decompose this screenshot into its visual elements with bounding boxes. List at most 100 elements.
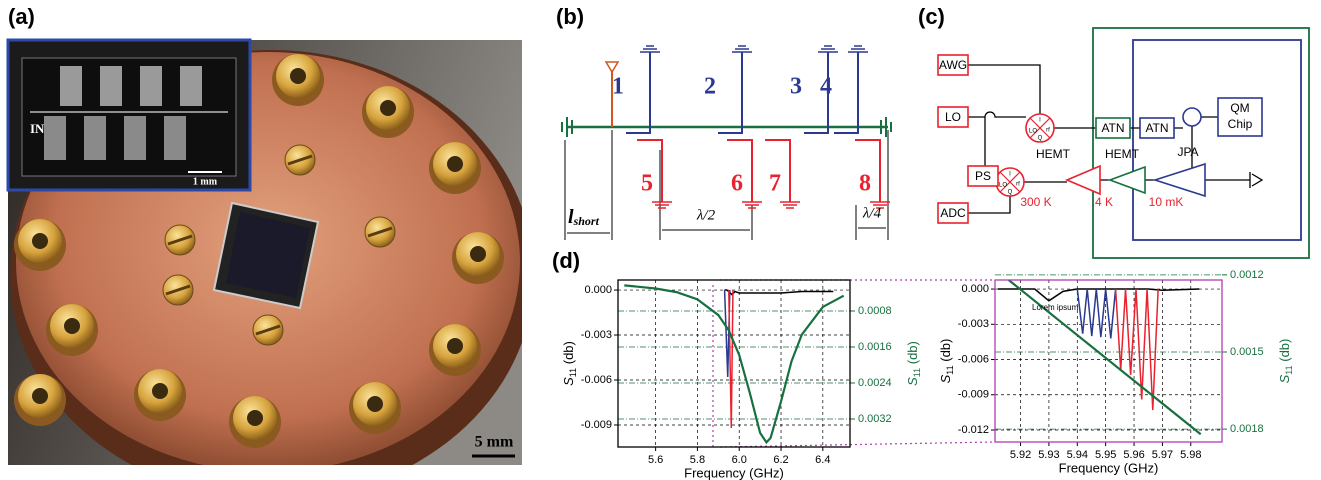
mixer-port: Q — [1038, 136, 1043, 142]
connector-pin — [247, 410, 263, 426]
panel-label: (d) — [552, 248, 580, 273]
axis-symbol: S — [1277, 374, 1292, 383]
resonator-label: 4 — [820, 74, 832, 100]
resonator — [100, 66, 122, 106]
resonator-label: 8 — [859, 171, 871, 197]
resonator — [44, 116, 66, 160]
connector-pin — [64, 318, 80, 334]
temperature: 10 mK — [1149, 195, 1184, 209]
y-tick-label: -0.009 — [958, 389, 989, 401]
axis-symbol: S — [905, 377, 920, 386]
x-axis-label: Frequency (GHz) — [1059, 460, 1159, 475]
y-tick-label: -0.012 — [958, 424, 989, 436]
length-label: lshort — [568, 206, 600, 228]
x-tick-label: 5.97 — [1152, 449, 1173, 461]
connector-pin — [290, 68, 306, 84]
y2-tick-label: 0.0018 — [1230, 423, 1264, 435]
connector-pin — [152, 383, 168, 399]
length-subscript: short — [573, 214, 600, 228]
y2-tick-label: 0.0015 — [1230, 346, 1264, 358]
y-tick-label: -0.009 — [581, 419, 612, 431]
x-tick-label: 5.94 — [1067, 449, 1088, 461]
resonator-label: 6 — [731, 171, 743, 197]
plot-frame — [618, 280, 850, 447]
axis-label: S11 (db) — [905, 341, 922, 386]
axis-label: S11 (db) — [1277, 339, 1294, 384]
x-axis-label: Frequency (GHz) — [684, 465, 784, 480]
x-tick-label: 5.93 — [1038, 449, 1059, 461]
resonator — [718, 52, 742, 133]
y2-tick-label: 0.0016 — [858, 341, 892, 353]
y-tick-label: 0.000 — [961, 283, 989, 295]
x-tick-label: 6.2 — [773, 454, 788, 466]
resonator-label: 1 — [612, 74, 624, 100]
connector-pin — [367, 396, 383, 412]
axis-subscript: 11 — [1284, 365, 1294, 374]
scale-label: 5 mm — [475, 434, 514, 451]
y-tick-label: -0.006 — [581, 374, 612, 386]
axis-unit: (db) — [561, 341, 576, 368]
resonator — [140, 66, 162, 106]
resonator — [834, 52, 858, 133]
series-line — [1116, 289, 1159, 410]
resonator-label: 3 — [790, 74, 802, 100]
resonator — [164, 116, 186, 160]
temperature: 4 K — [1095, 195, 1113, 209]
resonator-label: 7 — [769, 171, 781, 197]
y-tick-label: -0.003 — [581, 329, 612, 341]
resonator — [124, 116, 146, 160]
resonator-label: 2 — [704, 74, 716, 100]
inset-label: IN — [30, 121, 45, 136]
inset-chip — [22, 58, 236, 176]
connector-pin — [470, 246, 486, 262]
y2-tick-label: 0.0008 — [858, 305, 892, 317]
axis-unit: (db) — [1277, 339, 1292, 366]
block-diagram — [938, 28, 1309, 258]
block-label: QM — [1230, 101, 1249, 115]
series-line — [725, 290, 834, 295]
axis-subscript: 11 — [568, 368, 578, 377]
axis-symbol: S — [561, 377, 576, 386]
x-tick-label: 6.0 — [732, 454, 747, 466]
x-tick-label: 6.4 — [815, 454, 830, 466]
panel-label: (c) — [918, 4, 945, 29]
resonator — [626, 52, 650, 133]
x-tick-label: 5.92 — [1010, 449, 1031, 461]
connector-pin — [32, 388, 48, 404]
mixer-port: rf — [1016, 182, 1020, 188]
connector-pin — [447, 338, 463, 354]
y-tick-label: -0.003 — [958, 318, 989, 330]
amp-label: HEMT — [1036, 147, 1071, 161]
block-label: Chip — [1228, 117, 1253, 131]
series-line — [1077, 289, 1115, 338]
y2-tick-label: 0.0032 — [858, 413, 892, 425]
block-label: PS — [975, 169, 991, 183]
resonator — [60, 66, 82, 106]
amp-label: JPA — [1177, 145, 1198, 159]
temperature: 300 K — [1020, 195, 1051, 209]
axis-unit: (db) — [905, 341, 920, 368]
block-label: ATN — [1101, 121, 1124, 135]
y-tick-label: 0.000 — [584, 284, 612, 296]
axis-subscript: 11 — [945, 365, 955, 374]
axis-label: S11 (db) — [938, 339, 955, 384]
x-tick-label: 5.96 — [1123, 449, 1144, 461]
mixer-port: LO — [999, 183, 1007, 189]
annotation: Lorem ipsum — [1032, 303, 1079, 312]
mixer-port: LO — [1029, 129, 1037, 135]
block-label: LO — [945, 110, 961, 124]
connector-pin — [32, 233, 48, 249]
axis-symbol: S — [938, 374, 953, 383]
x-tick-label: 5.95 — [1095, 449, 1116, 461]
figure: (a) IN 1 mm 5 mm (b) lshort λ/2 λ/4 (c) … — [0, 0, 1321, 480]
panel-label: (a) — [8, 4, 35, 29]
resonator — [180, 66, 202, 106]
block-label: AWG — [939, 58, 967, 72]
resonator-label: 5 — [641, 171, 653, 197]
y-tick-label: -0.006 — [958, 353, 989, 365]
x-tick-label: 5.8 — [690, 454, 705, 466]
half-wave: λ/2 — [696, 207, 716, 223]
connector-pin — [447, 156, 463, 172]
axis-subscript: 11 — [912, 368, 922, 377]
amp-label: HEMT — [1105, 147, 1140, 161]
